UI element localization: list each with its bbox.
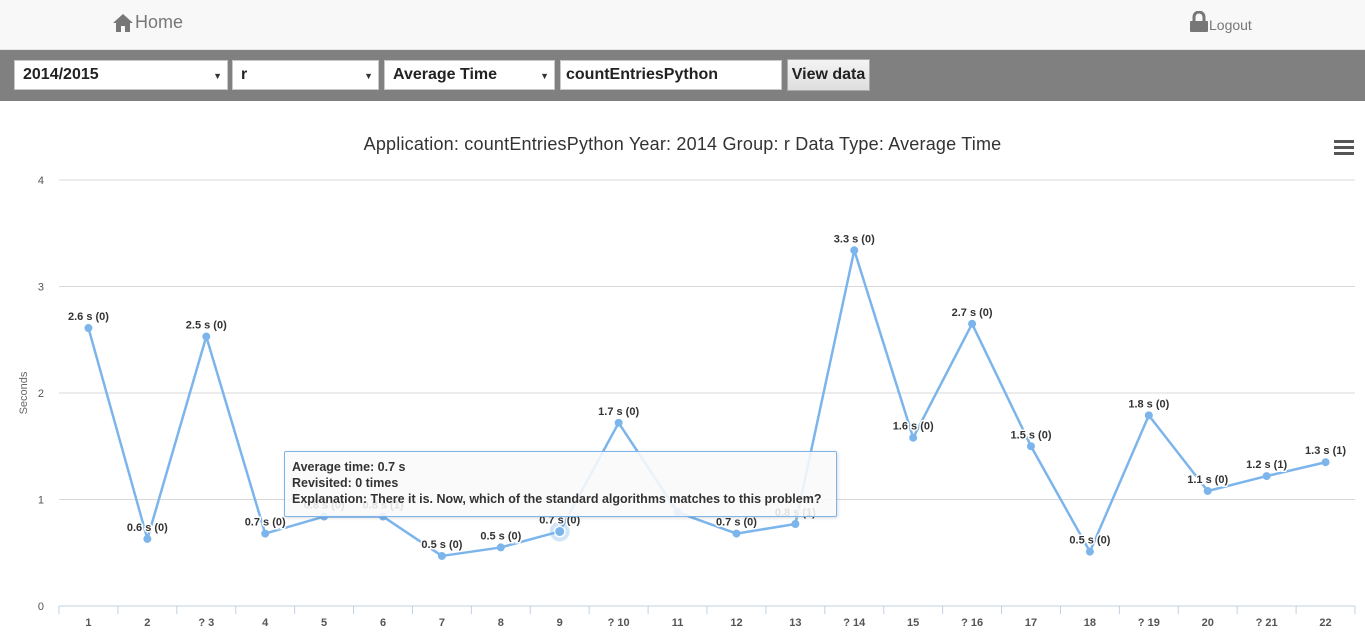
group-select-value: r bbox=[241, 66, 248, 83]
x-tick-label: 20 bbox=[1202, 617, 1214, 629]
data-label: 0.5 s (0) bbox=[421, 539, 462, 551]
data-point bbox=[1321, 458, 1330, 467]
view-data-button[interactable]: View data bbox=[787, 59, 870, 91]
data-label: 1.2 s (1) bbox=[1246, 459, 1287, 471]
data-point bbox=[202, 332, 211, 341]
tooltip-explanation: Explanation: There it is. Now, which of … bbox=[292, 492, 822, 506]
x-tick-label: ? 21 bbox=[1256, 617, 1278, 629]
chevron-down-icon: ▼ bbox=[540, 71, 549, 81]
data-label: 0.5 s (0) bbox=[1069, 535, 1110, 547]
data-point bbox=[909, 433, 918, 442]
home-label: Home bbox=[135, 12, 184, 32]
data-label: 2.5 s (0) bbox=[186, 320, 227, 332]
group-select[interactable]: r ▼ bbox=[232, 60, 379, 90]
y-tick-label: 3 bbox=[38, 282, 44, 294]
data-point bbox=[437, 551, 446, 560]
data-point bbox=[1203, 486, 1212, 495]
data-point bbox=[850, 246, 859, 255]
chart-tooltip: Average time: 0.7 s Revisited: 0 times E… bbox=[284, 451, 837, 517]
data-label: 2.7 s (0) bbox=[952, 307, 993, 319]
x-tick-label: 17 bbox=[1025, 617, 1037, 629]
data-point bbox=[968, 319, 977, 328]
y-tick-label: 1 bbox=[38, 495, 44, 507]
x-tick-label: 5 bbox=[321, 617, 327, 629]
data-point bbox=[614, 418, 623, 427]
x-tick-label: ? 19 bbox=[1138, 617, 1160, 629]
data-label: 1.3 s (1) bbox=[1305, 445, 1346, 457]
series-line bbox=[87, 249, 1326, 558]
data-labels: 2.6 s (0)0.6 s (0)2.5 s (0)0.7 s (0)0.8 … bbox=[66, 232, 1347, 553]
data-type-select[interactable]: Average Time ▼ bbox=[384, 60, 555, 90]
data-label: 3.3 s (0) bbox=[834, 233, 875, 245]
data-point bbox=[1027, 442, 1035, 451]
data-label: 1.5 s (0) bbox=[1011, 429, 1052, 441]
data-point bbox=[261, 529, 270, 538]
chevron-down-icon: ▼ bbox=[364, 71, 373, 81]
data-label: 1.7 s (0) bbox=[598, 406, 639, 418]
data-type-select-value: Average Time bbox=[393, 66, 498, 83]
data-point bbox=[496, 543, 505, 552]
y-tick-label: 0 bbox=[38, 601, 44, 613]
application-input-value: countEntriesPython bbox=[566, 66, 719, 83]
data-label: 0.7 s (0) bbox=[716, 517, 757, 529]
x-tick-label: 7 bbox=[439, 617, 445, 629]
data-label: 0.6 s (0) bbox=[127, 522, 168, 534]
data-label: 1.1 s (0) bbox=[1187, 474, 1228, 486]
x-tick-label: 13 bbox=[789, 617, 801, 629]
lock-icon bbox=[1190, 11, 1208, 32]
data-label: 0.5 s (0) bbox=[480, 530, 521, 542]
x-tick-label: 11 bbox=[672, 617, 684, 629]
x-tick-label: ? 14 bbox=[843, 617, 866, 629]
data-point bbox=[1144, 411, 1153, 420]
data-label: 0.7 s (0) bbox=[245, 517, 286, 529]
x-tick-label: ? 3 bbox=[198, 617, 214, 629]
logout-label: Logout bbox=[1209, 17, 1252, 33]
y-axis-label: Seconds bbox=[18, 371, 30, 414]
y-tick-label: 2 bbox=[38, 388, 44, 400]
x-axis: 1 2? 3 4 5 6 7 8 9? 10 11 12 13? 14 15? 16 17 18? 19 2… bbox=[58, 605, 1356, 629]
x-tick-label: ? 10 bbox=[608, 617, 630, 629]
chevron-down-icon: ▼ bbox=[213, 71, 222, 81]
tooltip-revisited: Revisited: 0 times bbox=[292, 476, 399, 490]
logout-link[interactable]: Logout bbox=[1189, 11, 1252, 33]
x-tick-label: 22 bbox=[1319, 617, 1331, 629]
chart-title: Application: countEntriesPython Year: 20… bbox=[363, 134, 1002, 154]
home-link[interactable]: Home bbox=[112, 12, 183, 33]
filter-bar: 2014/2015 ▼ r ▼ Average Time ▼ countEntr… bbox=[0, 50, 1365, 101]
data-label: 1.8 s (0) bbox=[1128, 398, 1169, 410]
application-input[interactable]: countEntriesPython bbox=[560, 60, 782, 90]
home-icon bbox=[113, 13, 133, 32]
x-tick-label: 2 bbox=[144, 617, 150, 629]
year-select[interactable]: 2014/2015 ▼ bbox=[14, 60, 228, 90]
data-point bbox=[554, 525, 566, 537]
y-axis-ticks: 0 1 2 3 4 bbox=[38, 175, 44, 613]
data-point bbox=[1085, 547, 1094, 556]
top-navbar: Home Logout bbox=[0, 0, 1365, 50]
x-tick-label: 6 bbox=[380, 617, 386, 629]
year-select-value: 2014/2015 bbox=[23, 66, 99, 83]
data-point bbox=[1262, 472, 1271, 481]
x-tick-label: ? 16 bbox=[961, 617, 983, 629]
data-point bbox=[84, 324, 93, 333]
x-tick-label: 8 bbox=[498, 617, 504, 629]
data-point bbox=[143, 534, 152, 543]
tooltip-average-time: Average time: 0.7 s bbox=[292, 460, 406, 474]
data-label: 1.6 s (0) bbox=[893, 421, 934, 433]
x-tick-label: 9 bbox=[557, 617, 563, 629]
chart-menu-icon[interactable] bbox=[1334, 140, 1354, 156]
highlight-halo bbox=[549, 521, 570, 542]
y-tick-label: 4 bbox=[38, 175, 44, 187]
x-tick-label: 12 bbox=[730, 617, 742, 629]
data-point bbox=[791, 519, 800, 528]
x-tick-label: 4 bbox=[262, 617, 269, 629]
x-tick-label: 18 bbox=[1084, 617, 1096, 629]
data-label: 2.6 s (0) bbox=[68, 311, 109, 323]
x-tick-label: 15 bbox=[907, 617, 919, 629]
x-tick-label: 1 bbox=[85, 617, 91, 629]
data-point bbox=[732, 529, 741, 538]
